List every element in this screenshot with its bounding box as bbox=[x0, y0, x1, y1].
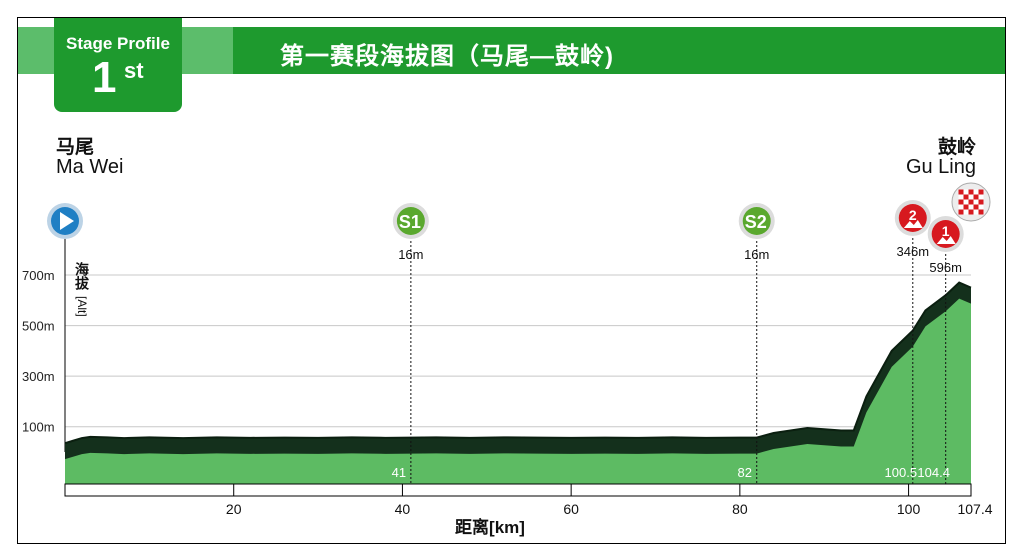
finish-flag-square bbox=[978, 189, 984, 195]
x-tick-label: 20 bbox=[226, 501, 242, 517]
sprint-marker-label: S2 bbox=[745, 212, 767, 232]
finish-flag-square bbox=[963, 204, 969, 210]
finish-flag-square bbox=[978, 199, 984, 205]
marker-altitude-label: 16m bbox=[398, 247, 423, 262]
profile-line bbox=[64, 281, 972, 445]
marker-distance-label: 104.4 bbox=[917, 465, 950, 480]
stage-badge: Stage Profile 1 st bbox=[54, 18, 182, 112]
profile-frame bbox=[17, 17, 1006, 544]
badge-number: 1 bbox=[92, 53, 117, 102]
start-name-en: Ma Wei bbox=[56, 156, 124, 178]
marker-distance-label: 100.5 bbox=[885, 465, 918, 480]
mountain-icon bbox=[903, 220, 923, 228]
marker-distance-label: 82 bbox=[737, 465, 751, 480]
marker-distance-label: 41 bbox=[392, 465, 406, 480]
sprint-marker bbox=[396, 207, 425, 235]
finish-flag-square bbox=[973, 204, 979, 210]
finish-flag-square bbox=[978, 209, 984, 215]
finish-flag-square bbox=[958, 204, 964, 210]
finish-flag-square bbox=[968, 204, 974, 210]
climb-category-label: 1 bbox=[942, 223, 950, 239]
sprint-marker-label: S1 bbox=[399, 212, 421, 232]
x-axis-title: 距离[km] bbox=[455, 517, 525, 537]
profile-area bbox=[65, 282, 971, 484]
y-tick-label: 100m bbox=[22, 420, 55, 435]
finish-flag-square bbox=[958, 189, 964, 195]
finish-flag-square bbox=[973, 209, 979, 215]
profile-band bbox=[65, 282, 971, 460]
marker-altitude-label: 16m bbox=[744, 247, 769, 262]
mountain-icon bbox=[936, 236, 956, 244]
finish-flag-square bbox=[973, 189, 979, 195]
y-tick-label: 700m bbox=[22, 268, 55, 283]
y-axis-title-cn: 海拔 bbox=[74, 261, 90, 291]
finish-flag-square bbox=[973, 194, 979, 200]
x-tick-label: 107.4 bbox=[957, 501, 992, 517]
page-title: 第一赛段海拔图（马尾—鼓岭) bbox=[280, 43, 614, 70]
marker-altitude-label: 346m bbox=[897, 244, 930, 259]
badge-suffix: st bbox=[124, 58, 144, 83]
finish-flag-square bbox=[973, 199, 979, 205]
finish-flag-square bbox=[963, 199, 969, 205]
sprint-marker bbox=[742, 207, 771, 235]
finish-flag-square bbox=[958, 194, 964, 200]
y-axis-title-en: [Alt] bbox=[75, 296, 89, 317]
finish-flag-square bbox=[968, 189, 974, 195]
finish-flag-square bbox=[963, 194, 969, 200]
finish-flag-square bbox=[958, 199, 964, 205]
x-tick-label: 80 bbox=[732, 501, 748, 517]
badge-label: Stage Profile bbox=[66, 34, 170, 53]
x-axis-bar bbox=[64, 483, 972, 497]
finish-flag-square bbox=[968, 209, 974, 215]
y-tick-label: 500m bbox=[22, 319, 55, 334]
finish-flag-square bbox=[978, 194, 984, 200]
finish-name-cn: 鼓岭 bbox=[937, 137, 976, 158]
x-tick-label: 60 bbox=[563, 501, 579, 517]
y-tick-label: 300m bbox=[22, 369, 55, 384]
finish-flag-square bbox=[968, 194, 974, 200]
x-tick-label: 100 bbox=[897, 501, 921, 517]
finish-flag-square bbox=[963, 189, 969, 195]
finish-flag-square bbox=[958, 209, 964, 215]
finish-flag-square bbox=[968, 199, 974, 205]
finish-name-en: Gu Ling bbox=[905, 156, 976, 178]
marker-altitude-label: 596m bbox=[929, 260, 962, 275]
start-play-icon bbox=[60, 212, 74, 230]
finish-flag-square bbox=[963, 209, 969, 215]
finish-flag-square bbox=[978, 204, 984, 210]
x-tick-label: 40 bbox=[395, 501, 411, 517]
start-name-cn: 马尾 bbox=[56, 137, 95, 158]
climb-category-label: 2 bbox=[909, 207, 917, 223]
